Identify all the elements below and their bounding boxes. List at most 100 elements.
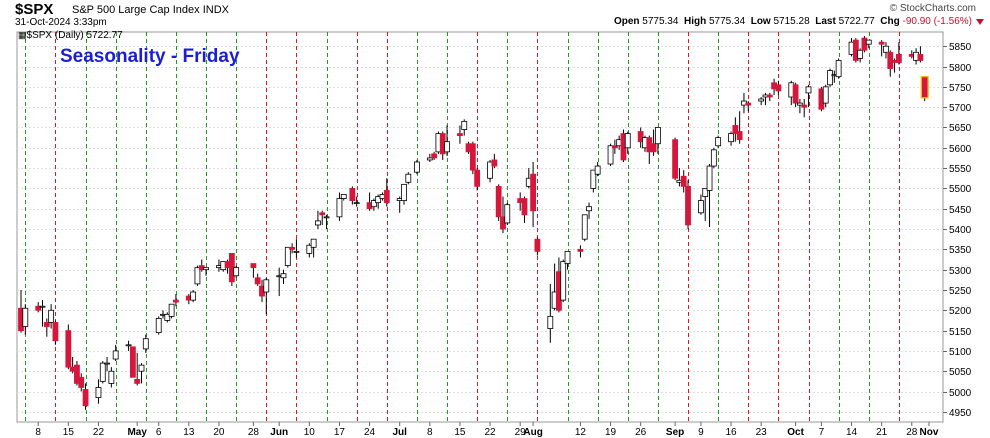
y-tick-label: 5750	[949, 83, 972, 94]
candle-up	[822, 86, 829, 104]
x-tick-label: 19	[605, 427, 617, 438]
candle-up	[715, 137, 722, 147]
candle-up	[805, 86, 812, 94]
candle-up	[797, 102, 803, 106]
chg-value: -90.90 (-1.56%)	[902, 16, 972, 27]
x-tick-label: 17	[334, 427, 346, 438]
candles-layer	[18, 36, 929, 410]
candle-up	[104, 362, 110, 365]
candle-up	[835, 60, 842, 78]
candle-up	[138, 364, 145, 372]
candle-down	[35, 305, 42, 311]
candle-up	[857, 49, 864, 59]
x-tick-label: 15	[454, 427, 466, 438]
x-tick-label: May	[127, 427, 147, 438]
candle-down	[637, 131, 644, 143]
candle-up	[710, 149, 717, 167]
y-tick-label: 5500	[949, 184, 972, 195]
line-chart-icon: ▦	[18, 30, 27, 40]
y-tick-label: 5300	[949, 266, 972, 277]
candle-up	[547, 315, 554, 329]
candle-up	[624, 133, 631, 149]
last-candle-highlight	[920, 76, 929, 99]
candle-up	[564, 250, 571, 264]
candle-down	[74, 364, 80, 384]
candle-up	[487, 161, 493, 179]
y-tick-label: 5350	[949, 245, 972, 256]
candle-down	[745, 102, 752, 106]
candle-up	[95, 387, 102, 399]
x-tick-label: 23	[756, 427, 768, 438]
candle-down	[250, 263, 257, 269]
y-tick-label: 5100	[949, 347, 972, 358]
candle-down	[78, 376, 85, 388]
candle-up	[461, 120, 468, 130]
candle-up	[702, 188, 709, 197]
candle-down	[431, 153, 438, 159]
friday-lines-layer	[25, 32, 900, 422]
y-tick-label: 5000	[949, 388, 972, 399]
candle-down	[129, 346, 136, 378]
candle-up	[125, 344, 132, 347]
axis-layer: 4950 5000 5050 5100 5150 5200 5250 5300 5350 5400…	[35, 42, 971, 438]
candle-up	[426, 157, 433, 161]
x-tick-label: 28	[906, 427, 918, 438]
candle-down	[474, 169, 481, 187]
candle-down	[521, 198, 528, 216]
plot-frame	[16, 31, 944, 423]
candle-down	[134, 378, 141, 384]
y-tick-label: 5700	[949, 103, 972, 114]
y-tick-label: 5550	[949, 164, 972, 175]
x-tick-label: 6	[156, 427, 162, 438]
candle-up	[504, 204, 511, 224]
watermark-text: © StockCharts.com	[889, 3, 976, 14]
x-tick-label: 8	[35, 427, 41, 438]
candle-up	[293, 250, 300, 253]
candle-up	[194, 267, 201, 285]
candle-down	[577, 248, 584, 252]
chg-label: Chg	[880, 16, 900, 27]
candle-up	[263, 279, 270, 293]
y-tick-label: 5150	[949, 327, 972, 338]
last-label: Last	[815, 16, 836, 27]
candle-up	[706, 165, 713, 191]
candle-up	[444, 141, 450, 153]
high-label: High	[684, 16, 707, 27]
candle-up	[607, 145, 614, 165]
y-tick-label: 5250	[949, 286, 972, 297]
candle-up	[142, 338, 149, 350]
candle-up	[560, 261, 567, 301]
candle-down	[775, 84, 782, 92]
x-tick-label: 22	[93, 427, 105, 438]
x-tick-label: 13	[183, 427, 195, 438]
x-tick-label: Oct	[787, 427, 804, 438]
candle-up	[306, 244, 313, 254]
candle-down	[917, 53, 924, 61]
candle-up	[108, 370, 115, 384]
open-label: Open	[613, 16, 640, 27]
candle-down	[680, 175, 687, 187]
exchange-text: INDX	[202, 4, 229, 16]
candle-down	[792, 84, 799, 104]
candle-up	[883, 45, 889, 53]
description-text: S&P 500 Large Cap Index	[72, 4, 200, 16]
candle-down	[685, 185, 691, 226]
low-value: 5715.28	[773, 16, 810, 27]
candle-up	[203, 267, 209, 271]
candle-down	[319, 212, 326, 216]
low-label: Low	[750, 16, 771, 27]
candle-up	[168, 303, 175, 317]
x-tick-label: 15	[63, 427, 75, 438]
y-tick-label: 5800	[949, 63, 972, 74]
x-tick-label: 22	[484, 427, 496, 438]
candle-down	[43, 322, 50, 327]
y-tick-label: 5450	[949, 205, 972, 216]
candle-up	[414, 161, 420, 173]
candle-down	[921, 76, 928, 99]
down-arrow-icon	[976, 19, 984, 25]
candle-up	[401, 183, 407, 201]
candle-up	[22, 307, 29, 327]
candle-up	[698, 200, 704, 214]
candle-up	[155, 318, 162, 334]
x-tick-label: 26	[635, 427, 647, 438]
